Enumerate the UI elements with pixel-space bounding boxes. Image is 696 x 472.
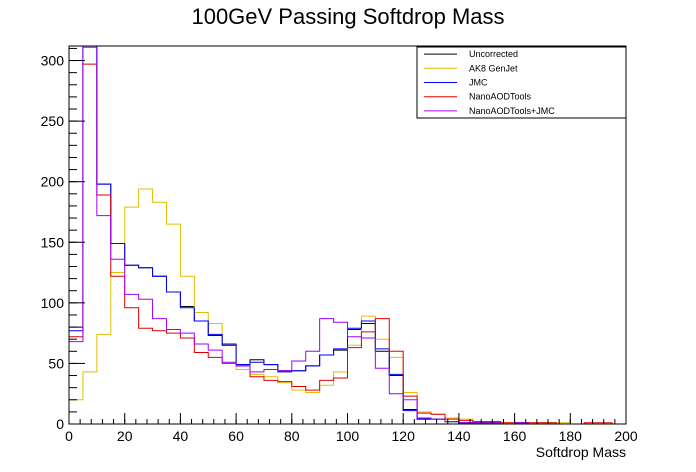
y-tick-label: 250 [41,113,65,129]
legend: Uncorrected AK8 GenJet JMC NanoAODTools Nano… [416,46,627,119]
x-tick-label: 20 [117,428,133,444]
chart-title: 100GeV Passing Softdrop Mass [191,4,504,29]
x-tick-label: 200 [614,428,638,444]
y-tick-label: 300 [41,53,65,69]
y-tick-label: 200 [41,174,65,190]
legend-label: JMC [469,78,488,88]
legend-label: AK8 GenJet [469,63,518,73]
legend-label: Uncorrected [469,49,518,59]
x-tick-label: 160 [503,428,527,444]
y-tick-label: 100 [41,295,65,311]
x-axis-title: Softdrop Mass [536,444,626,460]
x-tick-label: 100 [336,428,360,444]
x-tick-label: 80 [284,428,300,444]
x-tick-label: 60 [228,428,244,444]
x-tick-label: 120 [392,428,416,444]
y-tick-label: 50 [48,355,64,371]
legend-label: NanoAODTools+JMC [469,106,555,116]
x-tick-label: 140 [447,428,471,444]
x-tick-label: 180 [559,428,583,444]
x-tick-label: 40 [173,428,189,444]
series-line-4 [69,46,626,424]
legend-label: NanoAODTools [469,92,532,102]
y-tick-label: 0 [56,416,64,432]
x-tick-label: 0 [65,428,73,444]
y-tick-label: 150 [41,234,65,250]
